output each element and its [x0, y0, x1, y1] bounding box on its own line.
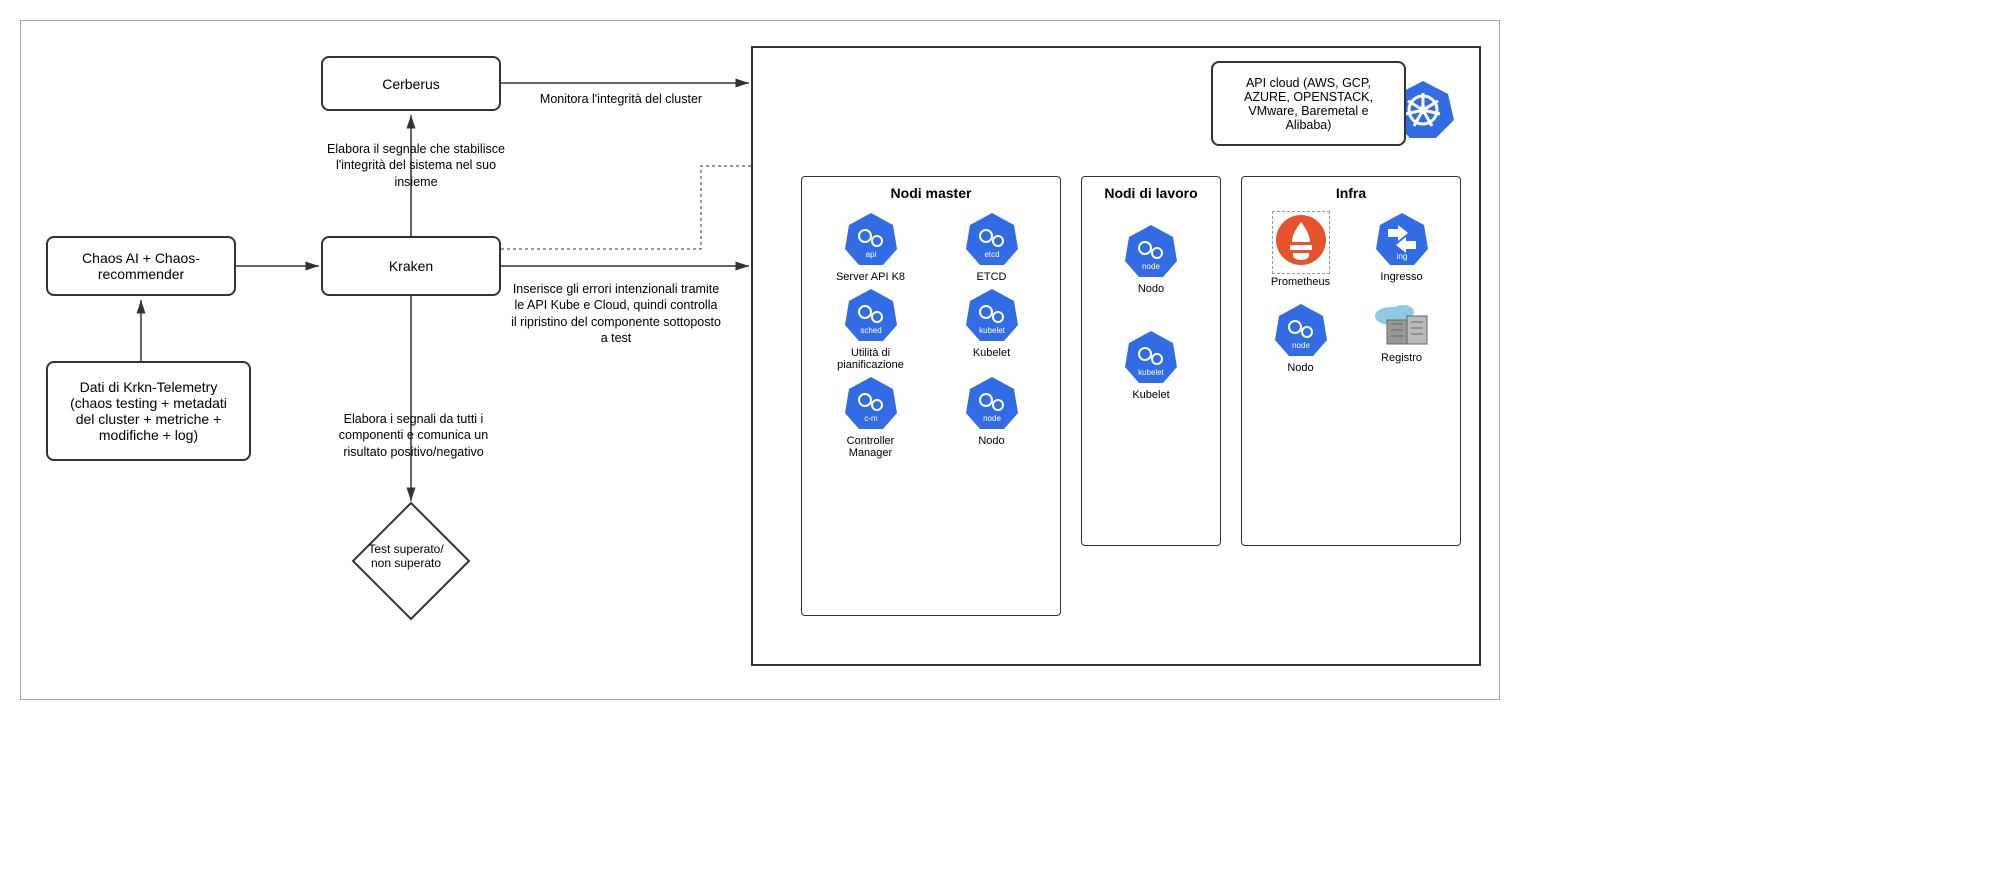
monitor-label: Monitora l'integrità del cluster: [521, 91, 721, 107]
test-result-diamond: Test superato/ non superato: [351, 501, 461, 611]
master-node-item: node Nodo: [953, 375, 1031, 459]
inserisce-label: Inserisce gli errori intenzionali tramit…: [511, 281, 721, 346]
svg-text:kubelet: kubelet: [979, 326, 1006, 335]
infra-node-item: node Nodo: [1256, 302, 1346, 374]
infra-ing-label: Ingresso: [1380, 271, 1422, 283]
worker-kubelet-label: Kubelet: [1132, 389, 1169, 401]
svg-text:api: api: [865, 250, 876, 259]
master-sched-label: Utilità di pianificazione: [832, 347, 910, 371]
diagram-canvas: Chaos AI + Chaos-recommender Dati di Krk…: [20, 20, 1500, 700]
worker-node-item: node Nodo: [1112, 223, 1190, 295]
worker-nodes-box: Nodi di lavoro node Nodo kubelet Kubelet: [1081, 176, 1221, 546]
svg-text:sched: sched: [860, 326, 881, 335]
infra-title: Infra: [1250, 185, 1452, 201]
master-title: Nodi master: [810, 185, 1052, 201]
cerberus-box: Cerberus: [321, 56, 501, 111]
master-api-label: Server API K8: [836, 271, 905, 283]
svg-text:etcd: etcd: [984, 250, 999, 259]
svg-text:node: node: [1292, 341, 1310, 350]
infra-ing-item: ing Ingresso: [1357, 211, 1447, 288]
worker-title: Nodi di lavoro: [1090, 185, 1212, 201]
infra-registry-item: Registro: [1357, 302, 1447, 374]
svg-text:ing: ing: [1396, 252, 1407, 261]
master-kubelet-item: kubelet Kubelet: [953, 287, 1031, 371]
master-kubelet-label: Kubelet: [973, 347, 1010, 359]
master-api-item: api Server API K8: [832, 211, 910, 283]
telemetry-box: Dati di Krkn-Telemetry (chaos testing + …: [46, 361, 251, 461]
diamond-label: Test superato/ non superato: [361, 542, 451, 571]
api-cloud-box: API cloud (AWS, GCP, AZURE, OPENSTACK, V…: [1211, 61, 1406, 146]
infra-registry-label: Registro: [1381, 352, 1422, 364]
master-node-label: Nodo: [978, 435, 1004, 447]
infra-prom-label: Prometheus: [1271, 276, 1330, 288]
master-etcd-label: ETCD: [977, 271, 1007, 283]
kraken-box: Kraken: [321, 236, 501, 296]
infra-prom-item: Prometheus: [1256, 211, 1346, 288]
svg-text:kubelet: kubelet: [1138, 368, 1165, 377]
svg-text:c-m: c-m: [864, 414, 878, 423]
worker-kubelet-item: kubelet Kubelet: [1112, 329, 1190, 401]
infra-box: Infra Prometheus ing Ingresso node Nodo …: [1241, 176, 1461, 546]
master-etcd-item: etcd ETCD: [953, 211, 1031, 283]
infra-node-label: Nodo: [1287, 362, 1313, 374]
worker-node-label: Nodo: [1138, 283, 1164, 295]
master-c-m-item: c-m Controller Manager: [832, 375, 910, 459]
master-nodes-box: Nodi master api Server API K8 etcd ETCD …: [801, 176, 1061, 616]
elabora-segnali-label: Elabora i segnali da tutti i componenti …: [326, 411, 501, 460]
master-c-m-label: Controller Manager: [832, 435, 910, 459]
svg-text:node: node: [1142, 262, 1160, 271]
svg-text:node: node: [983, 414, 1001, 423]
elabora-signale-label: Elabora il segnale che stabilisce l'inte…: [326, 141, 506, 190]
chaos-ai-box: Chaos AI + Chaos-recommender: [46, 236, 236, 296]
master-sched-item: sched Utilità di pianificazione: [832, 287, 910, 371]
